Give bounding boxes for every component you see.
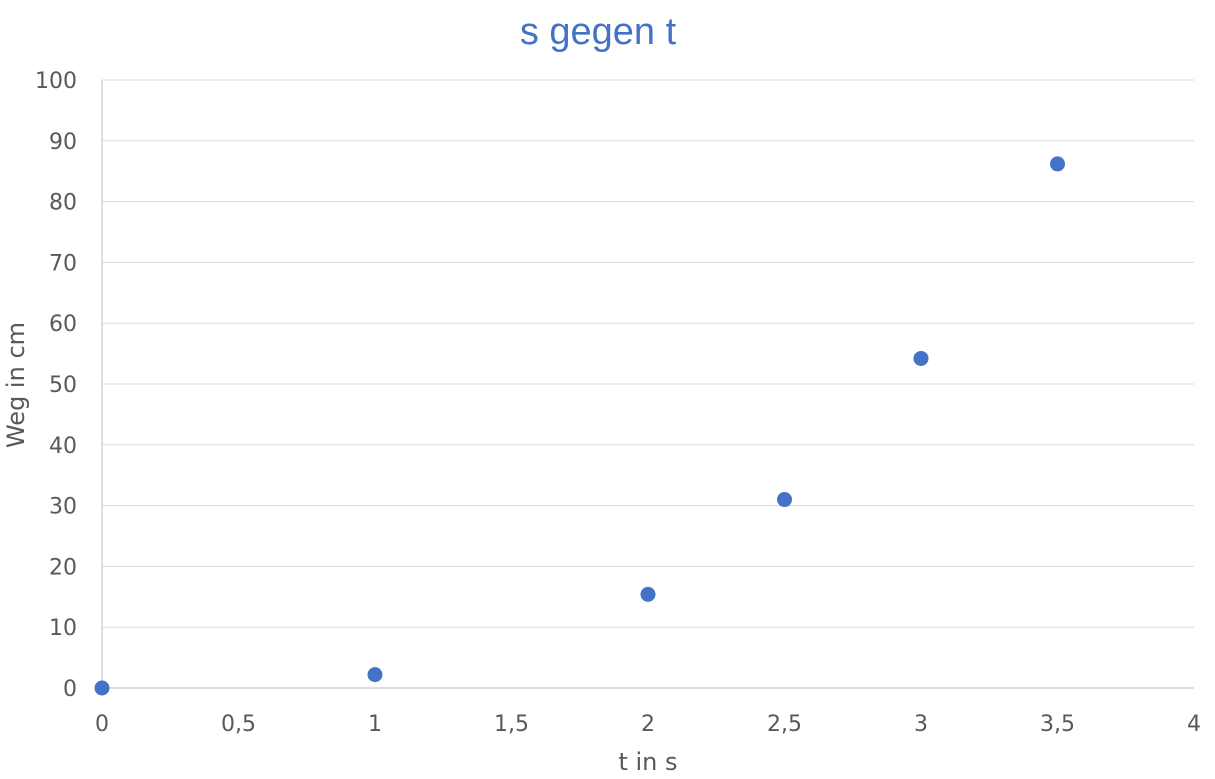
data-point [777,492,792,508]
x-tick-label: 1 [368,712,382,737]
x-tick-label: 0 [95,712,109,737]
y-tick-label: 0 [63,677,77,702]
data-point [640,586,656,602]
y-tick-label: 80 [49,191,77,216]
x-tick-label: 3,5 [1040,712,1075,737]
x-tick-label: 0,5 [221,712,256,737]
x-tick-label: 4 [1187,712,1201,737]
x-axis-ticks: 0 0,5 1 1,5 2 2,5 3 3,5 4 [95,712,1201,737]
x-tick-label: 3 [914,712,928,737]
x-tick-label: 1,5 [494,712,529,737]
y-tick-label: 50 [49,373,77,398]
data-points [94,156,1065,696]
x-tick-label: 2 [641,712,655,737]
x-axis-label: t in s [618,748,677,776]
axes [101,80,1194,689]
y-axis-ticks: 0 10 20 30 40 50 60 70 80 90 100 [35,69,77,702]
y-axis-label: Weg in cm [2,322,30,448]
y-tick-label: 90 [49,130,77,155]
data-point [367,667,383,683]
y-tick-label: 10 [49,616,77,641]
data-point [94,680,110,696]
y-tick-label: 70 [49,251,77,276]
y-tick-label: 30 [49,495,77,520]
y-tick-label: 100 [35,69,77,94]
x-tick-label: 2,5 [767,712,802,737]
chart-title: s gegen t [520,11,677,53]
data-point [913,350,929,366]
data-point [1050,156,1065,172]
y-tick-label: 20 [49,555,77,580]
y-tick-label: 60 [49,312,77,337]
y-tick-label: 40 [49,434,77,459]
gridlines [102,79,1194,628]
